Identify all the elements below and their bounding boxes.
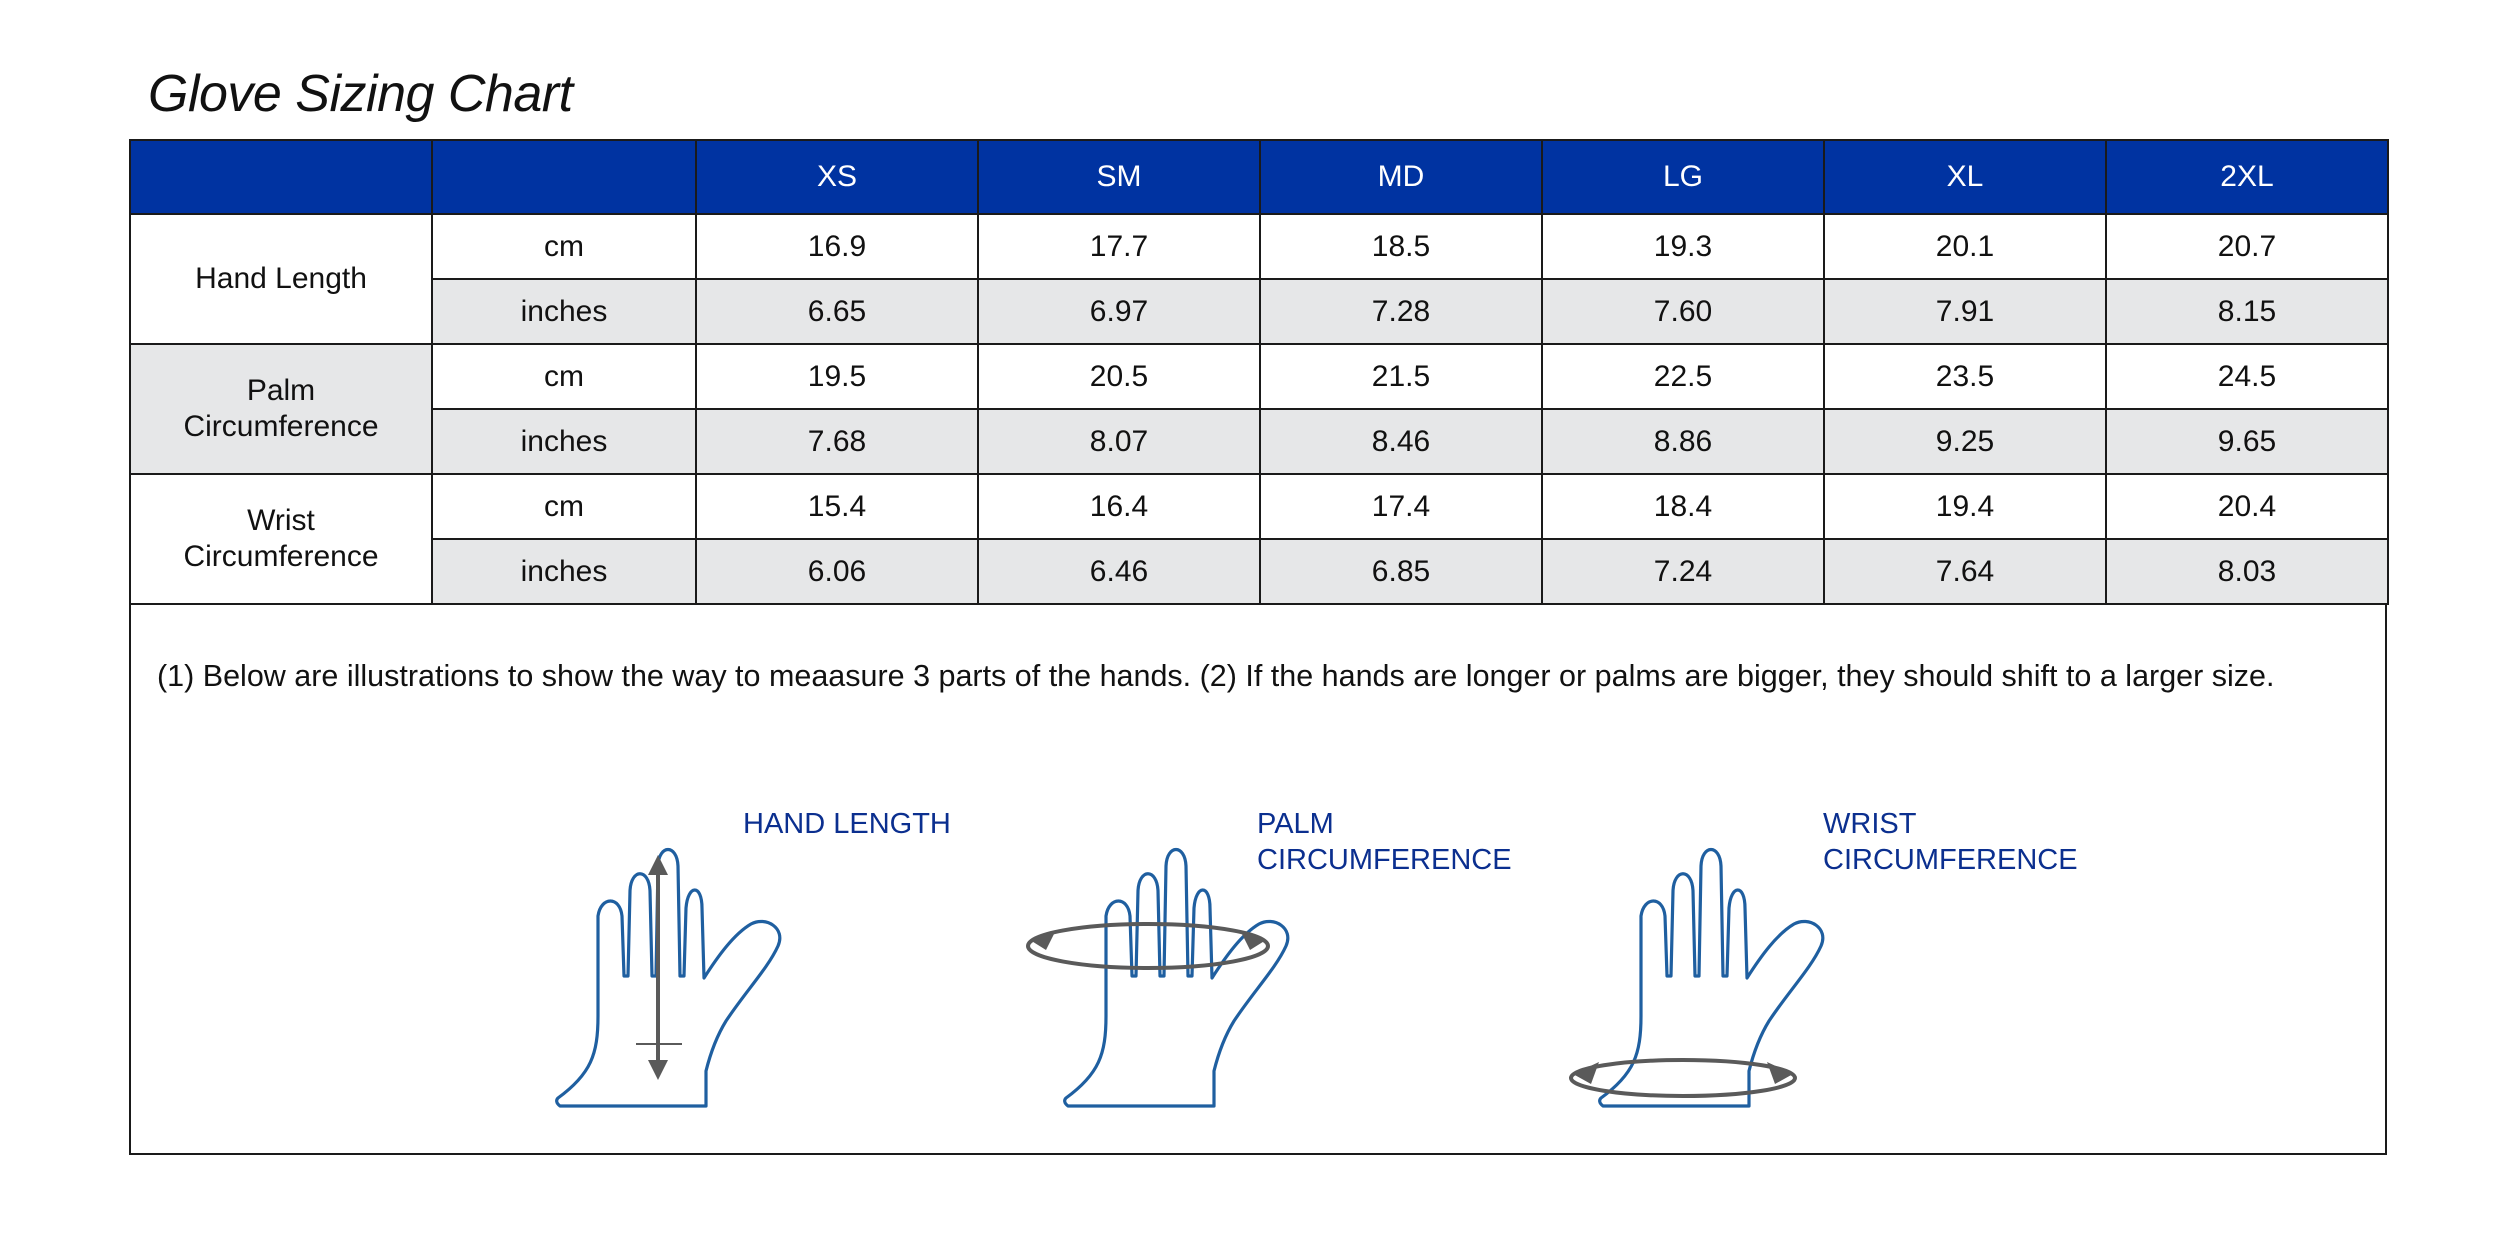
value-cell: 19.4: [1823, 473, 2107, 540]
illustration-label-hand-length: HAND LENGTH: [743, 808, 951, 840]
row-group-label-wrist-circumference: Wrist Circumference: [129, 473, 433, 605]
value-cell: 8.46: [1259, 408, 1543, 475]
row-group-label-palm-circumference: Palm Circumference: [129, 343, 433, 475]
unit-cell: cm: [431, 213, 697, 280]
header-size-xl: XL: [1823, 139, 2107, 215]
table-row: inches 7.68 8.07 8.46 8.86 9.25 9.65: [130, 408, 2389, 475]
value-cell: 7.24: [1541, 538, 1825, 605]
page-title: Glove Sizing Chart: [148, 65, 573, 123]
value-cell: 8.15: [2105, 278, 2389, 345]
header-size-lg: LG: [1541, 139, 1825, 215]
table-row: Hand Length cm 16.9 17.7 18.5 19.3 20.1 …: [129, 213, 2389, 345]
value-cell: 7.60: [1541, 278, 1825, 345]
table-row: inches 6.06 6.46 6.85 7.24 7.64 8.03: [130, 538, 2389, 605]
measurement-note: (1) Below are illustrations to show the …: [157, 659, 2275, 693]
wrist-circumference-icon: [1569, 847, 1825, 1108]
illustration-label-palm-circumference: PALM CIRCUMFERENCE: [1257, 808, 1512, 876]
table-row: inches 6.65 6.97 7.28 7.60 7.91 8.15: [130, 278, 2389, 345]
value-cell: 7.28: [1259, 278, 1543, 345]
unit-cell: cm: [431, 343, 697, 410]
unit-cell: cm: [431, 473, 697, 540]
value-cell: 20.7: [2105, 213, 2389, 280]
unit-cell: inches: [431, 278, 697, 345]
value-cell: 19.3: [1541, 213, 1825, 280]
value-cell: 6.46: [977, 538, 1261, 605]
value-cell: 17.7: [977, 213, 1261, 280]
value-cell: 15.4: [695, 473, 979, 540]
table-row: Wrist Circumference cm 15.4 16.4 17.4 18…: [129, 473, 2389, 605]
header-size-md: MD: [1259, 139, 1543, 215]
value-cell: 16.4: [977, 473, 1261, 540]
value-cell: 18.5: [1259, 213, 1543, 280]
value-cell: 8.03: [2105, 538, 2389, 605]
value-cell: 20.4: [2105, 473, 2389, 540]
value-cell: 8.86: [1541, 408, 1825, 475]
value-cell: 6.85: [1259, 538, 1543, 605]
value-cell: 6.65: [695, 278, 979, 345]
row-group-label-hand-length: Hand Length: [129, 213, 433, 345]
value-cell: 16.9: [695, 213, 979, 280]
header-size-sm: SM: [977, 139, 1261, 215]
value-cell: 7.68: [695, 408, 979, 475]
value-cell: 17.4: [1259, 473, 1543, 540]
value-cell: 22.5: [1541, 343, 1825, 410]
value-cell: 20.1: [1823, 213, 2107, 280]
value-cell: 19.5: [695, 343, 979, 410]
value-cell: 7.91: [1823, 278, 2107, 345]
illustration-label-wrist-circumference: WRIST CIRCUMFERENCE: [1823, 808, 2078, 876]
hand-length-icon: [555, 847, 782, 1108]
sizing-table: XS SM MD LG XL 2XL Hand Length cm 16.9 1…: [129, 139, 2389, 605]
value-cell: 9.25: [1823, 408, 2107, 475]
value-cell: 8.07: [977, 408, 1261, 475]
table-row: Palm Circumference cm 19.5 20.5 21.5 22.…: [129, 343, 2389, 475]
value-cell: 7.64: [1823, 538, 2107, 605]
value-cell: 6.06: [695, 538, 979, 605]
unit-cell: inches: [431, 408, 697, 475]
value-cell: 23.5: [1823, 343, 2107, 410]
header-size-xs: XS: [695, 139, 979, 215]
value-cell: 21.5: [1259, 343, 1543, 410]
header-cell-blank: [129, 139, 433, 215]
value-cell: 9.65: [2105, 408, 2389, 475]
header-cell-unit: [431, 139, 697, 215]
header-row: XS SM MD LG XL 2XL: [129, 139, 2389, 215]
value-cell: 24.5: [2105, 343, 2389, 410]
value-cell: 6.97: [977, 278, 1261, 345]
palm-circumference-icon: [1026, 847, 1290, 1108]
unit-cell: inches: [431, 538, 697, 605]
hand-illustrations: [555, 847, 1825, 1108]
header-size-2xl: 2XL: [2105, 139, 2389, 215]
value-cell: 20.5: [977, 343, 1261, 410]
value-cell: 18.4: [1541, 473, 1825, 540]
